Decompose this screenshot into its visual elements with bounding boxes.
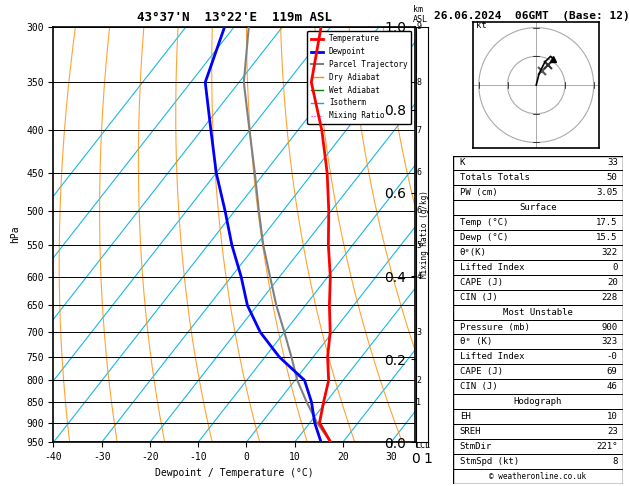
Text: Dewp (°C): Dewp (°C) — [460, 233, 508, 242]
Text: 17.5: 17.5 — [596, 218, 618, 227]
Text: 323: 323 — [601, 337, 618, 347]
Y-axis label: hPa: hPa — [11, 226, 21, 243]
Text: 23: 23 — [607, 427, 618, 436]
Text: 6: 6 — [416, 168, 421, 177]
Bar — [453, 171, 623, 185]
Text: 221°: 221° — [596, 442, 618, 451]
Text: 0: 0 — [612, 263, 618, 272]
Text: 3: 3 — [416, 328, 421, 337]
Text: CIN (J): CIN (J) — [460, 293, 498, 302]
Text: SREH: SREH — [460, 427, 481, 436]
Text: 6: 6 — [416, 207, 421, 215]
Bar — [453, 290, 623, 305]
Text: 50: 50 — [607, 174, 618, 182]
Text: CAPE (J): CAPE (J) — [460, 278, 503, 287]
Text: PW (cm): PW (cm) — [460, 188, 498, 197]
Text: Hodograph: Hodograph — [514, 397, 562, 406]
Bar — [453, 334, 623, 349]
Bar — [453, 439, 623, 454]
Bar — [453, 200, 623, 215]
Text: 69: 69 — [607, 367, 618, 376]
Text: StmSpd (kt): StmSpd (kt) — [460, 457, 519, 466]
Text: 228: 228 — [601, 293, 618, 302]
Bar — [453, 245, 623, 260]
Bar — [453, 379, 623, 394]
Text: 9: 9 — [416, 22, 421, 31]
Text: Most Unstable: Most Unstable — [503, 308, 573, 316]
Bar — [453, 424, 623, 439]
Text: 8: 8 — [416, 78, 421, 87]
Text: 15.5: 15.5 — [596, 233, 618, 242]
Text: -0: -0 — [607, 352, 618, 361]
Text: 4: 4 — [416, 272, 421, 281]
Text: StmDir: StmDir — [460, 442, 492, 451]
Text: 3.05: 3.05 — [596, 188, 618, 197]
Text: Surface: Surface — [519, 203, 557, 212]
Text: Lifted Index: Lifted Index — [460, 352, 524, 361]
Text: 26.06.2024  06GMT  (Base: 12): 26.06.2024 06GMT (Base: 12) — [433, 11, 629, 21]
Text: Temp (°C): Temp (°C) — [460, 218, 508, 227]
Text: CAPE (J): CAPE (J) — [460, 367, 503, 376]
Text: 900: 900 — [601, 323, 618, 331]
Bar — [453, 305, 623, 319]
Bar — [453, 394, 623, 409]
Text: km
ASL: km ASL — [413, 5, 428, 24]
Bar — [453, 185, 623, 200]
Text: 5: 5 — [416, 241, 421, 250]
Text: 46: 46 — [607, 382, 618, 391]
Text: 7: 7 — [416, 126, 421, 135]
Text: θᵉ(K): θᵉ(K) — [460, 248, 487, 257]
Title: 43°37'N  13°22'E  119m ASL: 43°37'N 13°22'E 119m ASL — [136, 11, 332, 24]
Text: 20: 20 — [607, 278, 618, 287]
Bar — [453, 319, 623, 334]
Bar — [453, 230, 623, 245]
Bar — [453, 349, 623, 364]
Bar — [453, 364, 623, 379]
X-axis label: Dewpoint / Temperature (°C): Dewpoint / Temperature (°C) — [155, 468, 314, 478]
Text: 8: 8 — [612, 457, 618, 466]
Text: Lifted Index: Lifted Index — [460, 263, 524, 272]
Text: LCL: LCL — [416, 441, 430, 450]
Bar — [453, 215, 623, 230]
Text: Mixing Ratio (g/kg): Mixing Ratio (g/kg) — [420, 191, 429, 278]
Text: 33: 33 — [607, 158, 618, 168]
Text: 10: 10 — [607, 412, 618, 421]
Text: Pressure (mb): Pressure (mb) — [460, 323, 530, 331]
Bar — [453, 409, 623, 424]
Text: 322: 322 — [601, 248, 618, 257]
Text: © weatheronline.co.uk: © weatheronline.co.uk — [489, 471, 586, 481]
Bar — [453, 454, 623, 469]
Bar — [453, 260, 623, 275]
Text: EH: EH — [460, 412, 470, 421]
Text: K: K — [460, 158, 465, 168]
Bar — [453, 275, 623, 290]
Legend: Temperature, Dewpoint, Parcel Trajectory, Dry Adiabat, Wet Adiabat, Isotherm, Mi: Temperature, Dewpoint, Parcel Trajectory… — [308, 31, 411, 124]
Text: θᵉ (K): θᵉ (K) — [460, 337, 492, 347]
Text: kt: kt — [476, 20, 487, 30]
Text: CIN (J): CIN (J) — [460, 382, 498, 391]
Text: 2: 2 — [416, 376, 421, 385]
Bar — [453, 156, 623, 171]
Text: Totals Totals: Totals Totals — [460, 174, 530, 182]
Text: 1: 1 — [416, 398, 421, 407]
